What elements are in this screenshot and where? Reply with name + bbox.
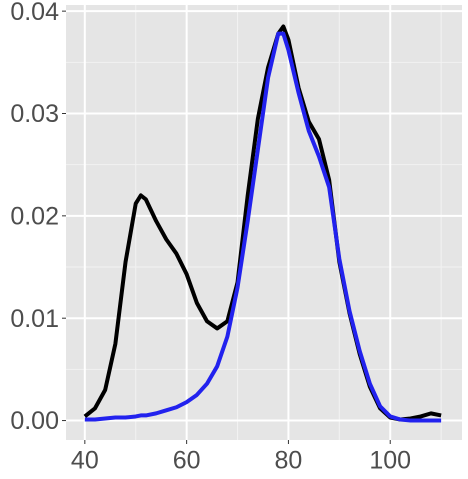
x-tick-label: 40 (71, 447, 99, 475)
panel (66, 5, 462, 440)
y-tick-label: 0.04 (10, 0, 59, 26)
line (84, 31, 442, 423)
x-tick-label: 80 (275, 447, 303, 475)
x-tick-label: 60 (173, 447, 201, 475)
x-tick-label: 100 (369, 447, 411, 475)
y-tick-label: 0.01 (10, 305, 59, 333)
y-tick-label: 0.03 (10, 100, 59, 128)
y-tick-label: 0.00 (10, 407, 59, 435)
y-tick-label: 0.02 (10, 202, 59, 230)
